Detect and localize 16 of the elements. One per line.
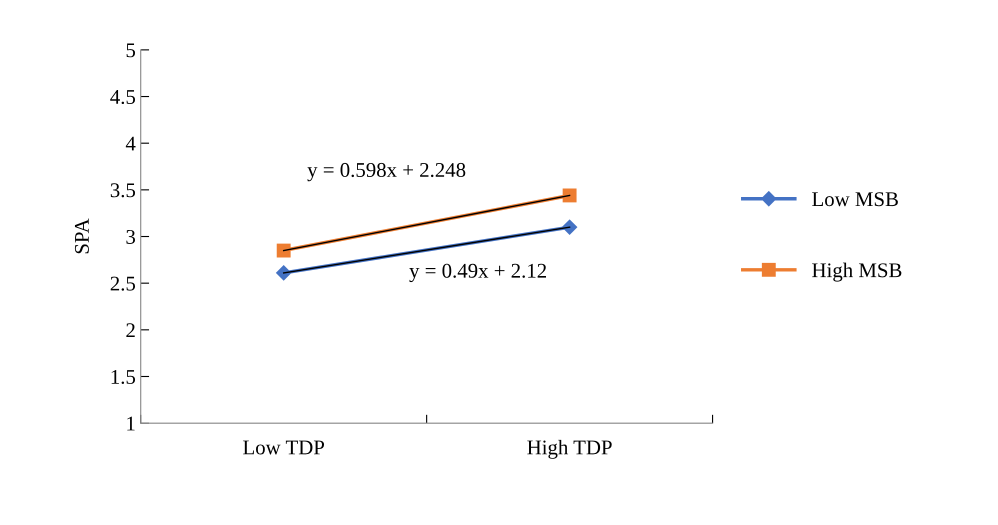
- y-tick-label: 1.5: [112, 370, 136, 384]
- legend-label: High MSB: [812, 262, 902, 282]
- x-tick-label: Low TDP: [243, 440, 324, 454]
- x-tick-label: High TDP: [527, 440, 612, 459]
- annotation: y = 0.598x + 2.248: [307, 162, 466, 182]
- y-tick-label: 4.5: [110, 90, 136, 104]
- y-tick-label: 3.5: [110, 183, 136, 198]
- y-tick-label: 4: [126, 136, 136, 150]
- legend-label: Low MSB: [812, 192, 898, 206]
- y-tick-label: 2: [126, 323, 135, 338]
- y-axis-title: SPA: [74, 218, 89, 254]
- y-tick-label: 3: [126, 230, 136, 244]
- annotation: y = 0.49x + 2.12: [409, 264, 546, 282]
- y-tick-label: 1: [127, 416, 135, 430]
- y-tick-label: 5: [126, 43, 136, 58]
- y-tick-label: 2.5: [110, 276, 136, 291]
